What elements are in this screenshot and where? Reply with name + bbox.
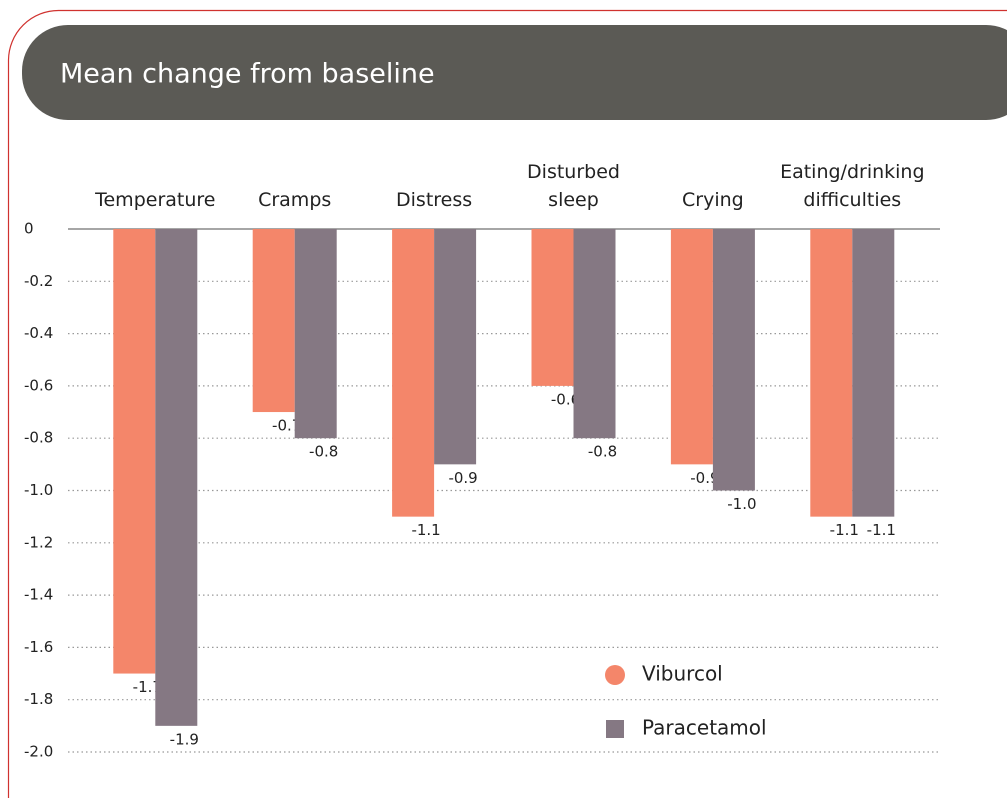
y-tick-label: -1.2 xyxy=(24,533,53,551)
value-label: -0.8 xyxy=(309,443,338,461)
bar xyxy=(712,229,755,491)
value-label: -0.9 xyxy=(448,469,477,487)
value-label: -0.6 xyxy=(551,390,580,408)
category-label: Crying xyxy=(682,189,744,211)
bar xyxy=(294,229,337,439)
y-tick-label: -0.2 xyxy=(24,272,53,290)
y-tick-label: 0 xyxy=(24,220,34,238)
value-label: -1.1 xyxy=(830,521,859,539)
legend-label: Viburcol xyxy=(642,662,723,686)
category-label: Disturbed sleep xyxy=(527,161,620,211)
bar xyxy=(573,229,616,439)
y-tick-label: -0.6 xyxy=(24,376,53,394)
bar xyxy=(434,229,477,465)
y-tick-label: -1.8 xyxy=(24,690,53,708)
category-label: Eating/drinking difficulties xyxy=(780,161,925,211)
y-tick-label: -1.6 xyxy=(24,638,53,656)
category-label: Cramps xyxy=(258,189,332,211)
frame xyxy=(7,9,1007,798)
bar xyxy=(252,229,295,413)
bar xyxy=(113,229,156,674)
bar xyxy=(531,229,574,386)
y-tick-label: -0.4 xyxy=(24,324,53,342)
y-tick-label: -1.0 xyxy=(24,481,53,499)
value-label: -0.8 xyxy=(588,443,617,461)
legend-marker xyxy=(606,720,624,738)
value-label: -1.7 xyxy=(133,678,162,696)
value-label: -1.9 xyxy=(170,730,199,748)
header xyxy=(22,25,1007,120)
category-label: Temperature xyxy=(95,189,216,211)
legend-marker xyxy=(605,665,625,685)
value-label: -1.1 xyxy=(411,521,440,539)
chart-title: Mean change from baseline xyxy=(60,59,435,90)
bar xyxy=(155,229,198,726)
legend-label: Paracetamol xyxy=(642,716,767,740)
value-label: -1.0 xyxy=(727,495,756,513)
bar xyxy=(852,229,895,517)
value-label: -0.9 xyxy=(690,469,719,487)
value-label: -0.7 xyxy=(272,417,301,435)
value-label: -1.1 xyxy=(867,521,896,539)
bar xyxy=(392,229,435,517)
y-tick-label: -2.0 xyxy=(24,743,53,761)
y-tick-label: -1.4 xyxy=(24,586,53,604)
bar xyxy=(810,229,853,517)
y-tick-label: -0.8 xyxy=(24,429,53,447)
bar xyxy=(670,229,713,465)
category-label: Distress xyxy=(396,189,473,211)
